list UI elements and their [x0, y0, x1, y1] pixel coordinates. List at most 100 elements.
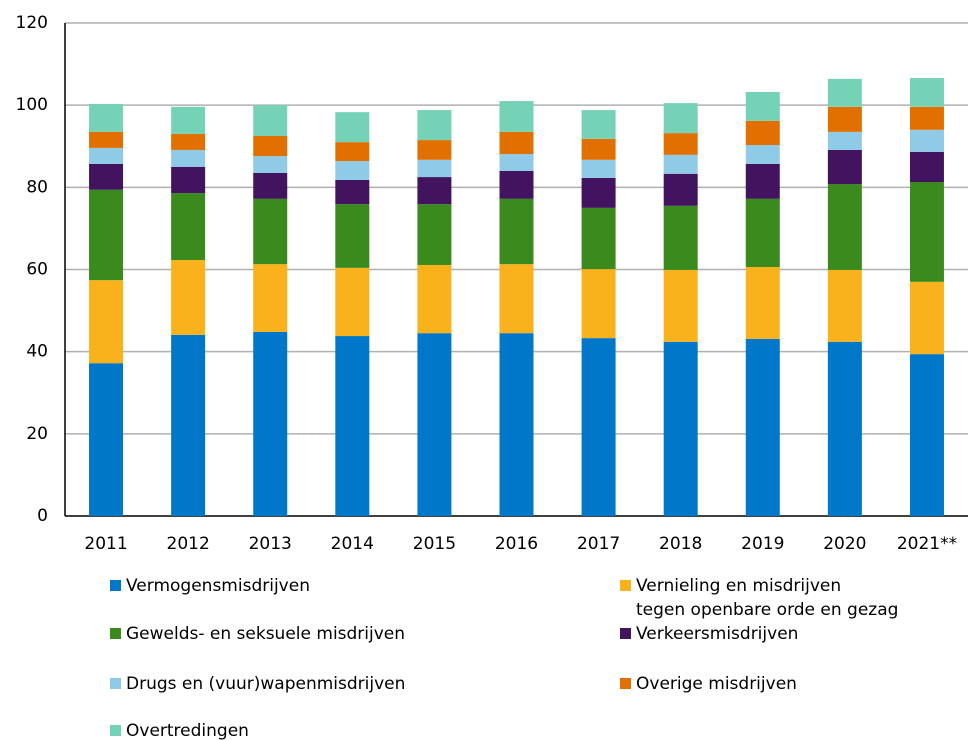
bar-segment [745, 163, 780, 199]
bar-segment [581, 338, 616, 516]
bar-segment [909, 181, 944, 282]
bar-segment [253, 105, 288, 136]
x-tick-label: 2016 [495, 534, 538, 554]
bar-segment [335, 267, 370, 337]
bar-segment [663, 133, 698, 155]
bar-segment [909, 129, 944, 153]
bar-segment [417, 204, 452, 265]
bar-segment [827, 341, 862, 516]
bar-segment [89, 147, 124, 164]
y-tick-label: 120 [16, 13, 48, 33]
bar-segment [663, 341, 698, 516]
bar-segment [171, 334, 206, 516]
bar-segment [253, 198, 288, 265]
legend-label: Drugs en (vuur)wapenmisdrijven [126, 674, 406, 694]
x-tick-label: 2021** [897, 534, 957, 554]
bar-segment [499, 333, 534, 516]
bar-segment [499, 170, 534, 199]
legend-label: Vermogensmisdrijven [126, 576, 310, 596]
bar-segment [171, 260, 206, 335]
bar-segment [745, 120, 780, 146]
bar-segment [253, 264, 288, 332]
bar-segment [663, 103, 698, 134]
legend-label: Verkeersmisdrijven [636, 624, 799, 644]
legend-item: Vermogensmisdrijven [110, 574, 310, 598]
bar-segment [663, 205, 698, 270]
bar-segment [417, 333, 452, 516]
bar-segment [335, 204, 370, 268]
bar-segment [827, 106, 862, 132]
legend-item: Drugs en (vuur)wapenmisdrijven [110, 672, 405, 696]
bar-segment [581, 177, 616, 208]
bar-segment [89, 189, 124, 281]
legend-swatch [110, 678, 121, 689]
legend-item: Overige misdrijven [620, 672, 797, 696]
bar-segment [417, 177, 452, 205]
bar-segment [745, 338, 780, 516]
bar-segment [417, 159, 452, 178]
bar-segment [499, 264, 534, 334]
bar-segment [499, 101, 534, 132]
legend-item: Overtredingen [110, 719, 249, 740]
bar-segment [171, 133, 206, 150]
bar-segment [827, 149, 862, 185]
bar-segment [745, 198, 780, 268]
bar-segment [89, 163, 124, 190]
bar-segment [663, 173, 698, 206]
bar-segment [171, 149, 206, 167]
bar-segment [171, 106, 206, 134]
bar-segment [663, 269, 698, 342]
bar-segment [909, 152, 944, 182]
bar-segment [417, 264, 452, 334]
legend-swatch [620, 628, 631, 639]
bar-segment [663, 154, 698, 174]
bar-segment [417, 140, 452, 160]
bar-segment [745, 92, 780, 121]
legend-swatch [110, 580, 121, 591]
bar-segment [499, 198, 534, 265]
legend-item: Vernieling en misdrijven tegen openbare … [620, 574, 898, 622]
legend-item: Verkeersmisdrijven [620, 622, 798, 646]
x-tick-label: 2019 [741, 534, 784, 554]
bar-segment [335, 336, 370, 516]
bar-segment [253, 172, 288, 199]
bar-segment [745, 267, 780, 339]
bar-segment [335, 112, 370, 143]
bar-segment [171, 166, 206, 194]
bar-segment [581, 207, 616, 270]
bar-segment [499, 154, 534, 171]
y-tick-label: 0 [37, 506, 48, 526]
y-tick-label: 80 [26, 177, 48, 197]
bar-segment [89, 103, 124, 132]
bar-segment [253, 331, 288, 516]
bar-segment [909, 281, 944, 355]
legend-swatch [620, 580, 631, 591]
bar-segment [335, 142, 370, 162]
bar-segment [827, 269, 862, 342]
bar-segment [335, 161, 370, 180]
bar-segment [499, 131, 534, 155]
bar-segment [253, 135, 288, 157]
bar-segment [909, 78, 944, 107]
bar-segment [827, 78, 862, 107]
bar-segment [335, 179, 370, 205]
bar-segment [253, 156, 288, 173]
x-tick-label: 2013 [249, 534, 292, 554]
legend-label: Overige misdrijven [636, 674, 797, 694]
x-tick-label: 2012 [167, 534, 210, 554]
bar-segment [909, 354, 944, 516]
legend-label: Overtredingen [126, 721, 249, 740]
bar-segment [89, 363, 124, 516]
y-tick-label: 40 [26, 342, 48, 362]
x-tick-label: 2020 [823, 534, 866, 554]
y-tick-label: 60 [26, 260, 48, 280]
legend-label: Vernieling en misdrijven tegen openbare … [636, 576, 899, 620]
legend-swatch [110, 628, 121, 639]
bar-segment [171, 193, 206, 261]
bar-segment [89, 131, 124, 148]
chart: 0 20 40 60 80 100 120 2011 2012 2013 2014 2015 2016 2… [16, 13, 968, 554]
bar-segment [581, 138, 616, 160]
legend-label: Gewelds- en seksuele misdrijven [126, 624, 406, 644]
y-tick-label: 100 [16, 95, 48, 115]
